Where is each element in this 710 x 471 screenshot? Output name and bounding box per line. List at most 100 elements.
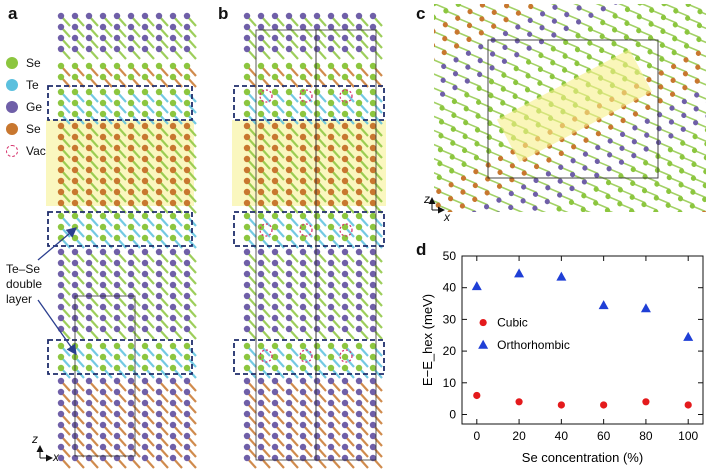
atom	[505, 273, 512, 280]
atom	[345, 32, 352, 39]
atom	[691, 161, 697, 167]
atom	[257, 410, 265, 418]
atom	[434, 42, 436, 48]
atom	[127, 12, 135, 20]
bond	[440, 135, 455, 143]
bond	[60, 76, 71, 88]
atom	[616, 214, 623, 221]
atom	[271, 34, 279, 42]
bond	[704, 184, 706, 192]
bond	[74, 202, 85, 214]
bond	[648, 92, 662, 100]
bond	[316, 457, 327, 469]
atom	[85, 259, 93, 267]
bond	[288, 76, 299, 88]
bond	[358, 158, 369, 170]
atom	[697, 0, 704, 1]
bond	[654, 249, 667, 263]
bond	[383, 67, 396, 81]
atom	[610, 68, 616, 75]
bond	[158, 65, 169, 77]
bond	[74, 435, 85, 447]
bond	[116, 367, 127, 379]
bond	[571, 212, 584, 226]
atom	[85, 410, 93, 418]
atom	[243, 188, 251, 196]
bond	[116, 402, 127, 414]
atom	[586, 68, 592, 74]
atom	[478, 44, 484, 50]
bond	[130, 102, 141, 114]
atom	[484, 190, 490, 196]
bond	[186, 102, 197, 114]
atom	[516, 281, 523, 288]
atom	[169, 325, 177, 333]
bond	[569, 268, 582, 282]
atom	[243, 99, 251, 107]
atom	[169, 166, 177, 174]
bond	[372, 180, 383, 192]
atom	[518, 239, 525, 246]
atom	[257, 303, 265, 311]
bond	[260, 102, 271, 114]
bond	[348, 45, 361, 59]
bond	[130, 237, 141, 249]
bond	[465, 121, 480, 129]
bond	[288, 306, 299, 318]
atom	[515, 308, 522, 315]
atom	[57, 325, 65, 333]
atom	[243, 388, 251, 396]
atom	[85, 432, 93, 440]
atom	[243, 12, 251, 20]
bond	[622, 133, 636, 141]
atom	[183, 23, 191, 31]
bond	[88, 284, 99, 296]
bond	[144, 295, 155, 307]
atom	[299, 199, 307, 207]
atom	[183, 155, 191, 163]
bond	[408, 54, 421, 68]
bond	[417, 117, 430, 131]
atom	[485, 162, 491, 168]
bond	[370, 88, 383, 102]
bond	[511, 178, 526, 186]
bond	[144, 215, 155, 227]
atom	[611, 41, 617, 47]
bond	[574, 118, 589, 126]
atom	[71, 45, 79, 53]
bond	[246, 15, 257, 27]
bond	[672, 93, 686, 101]
bond	[260, 113, 271, 125]
atom	[673, 8, 679, 14]
atom	[285, 62, 293, 70]
atom	[299, 155, 307, 163]
bond	[158, 306, 169, 318]
atom	[478, 30, 484, 36]
bond	[102, 191, 113, 203]
bond	[482, 4, 496, 12]
bond	[74, 345, 85, 357]
atom	[257, 364, 265, 372]
atom	[494, 238, 501, 245]
atom	[602, 249, 609, 256]
atom	[299, 410, 307, 418]
bond	[538, 110, 553, 118]
bond	[330, 158, 341, 170]
bond	[330, 306, 341, 318]
atom	[530, 246, 537, 253]
atom	[539, 309, 546, 316]
bond	[74, 413, 85, 425]
bond	[538, 96, 553, 104]
atom	[327, 325, 335, 333]
bond	[568, 281, 581, 295]
atom	[141, 270, 149, 278]
bond	[344, 295, 355, 307]
atom	[411, 201, 418, 208]
bond	[172, 102, 183, 114]
atom	[313, 421, 321, 429]
atom	[71, 292, 79, 300]
bond	[567, 4, 581, 7]
atom	[341, 188, 349, 196]
atom	[327, 199, 335, 207]
bond	[316, 180, 327, 192]
